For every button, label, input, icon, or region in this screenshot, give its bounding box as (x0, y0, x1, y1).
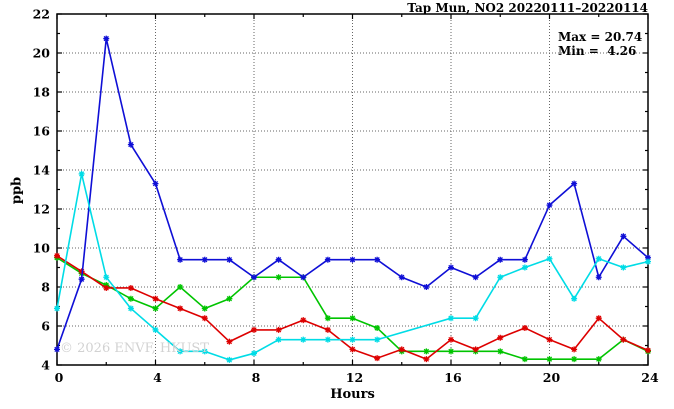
min-value-label: Min = 4.26 (558, 44, 637, 58)
series-cyan-markers (54, 170, 651, 363)
y-tick-label: 22 (33, 7, 50, 22)
plot-border (56, 13, 649, 366)
x-tick-label: 4 (153, 370, 162, 385)
y-tick-label: 12 (33, 202, 50, 217)
y-tick-label: 6 (41, 319, 50, 334)
y-tick-label: 18 (33, 85, 51, 100)
y-tick-label: 16 (33, 124, 51, 139)
watermark: © 2026 ENVF, HKUST (60, 341, 209, 356)
y-tick-label: 20 (33, 46, 51, 61)
maxmin-annotation: Max = 20.74 Min = 4.26 (558, 30, 642, 58)
x-tick-label: 24 (641, 370, 659, 385)
y-axis-label: ppb (9, 176, 25, 205)
x-tick-label: 0 (55, 370, 64, 385)
y-tick-label: 10 (33, 241, 51, 256)
chart-title: Tap Mun, NO2 20220111–20220114 (407, 1, 648, 15)
series-red-markers (54, 252, 651, 363)
x-tick-label: 16 (444, 370, 462, 385)
y-tick-label: 14 (33, 163, 51, 178)
x-axis-label: Hours (330, 387, 375, 402)
x-tick-label: 12 (346, 370, 363, 385)
x-tick-label: 20 (543, 370, 561, 385)
y-tick-label: 4 (41, 358, 50, 373)
max-value-label: Max = 20.74 (558, 30, 643, 44)
x-tick-label: 8 (252, 370, 261, 385)
series-blue-markers (54, 35, 651, 353)
y-tick-label: 8 (41, 280, 50, 295)
